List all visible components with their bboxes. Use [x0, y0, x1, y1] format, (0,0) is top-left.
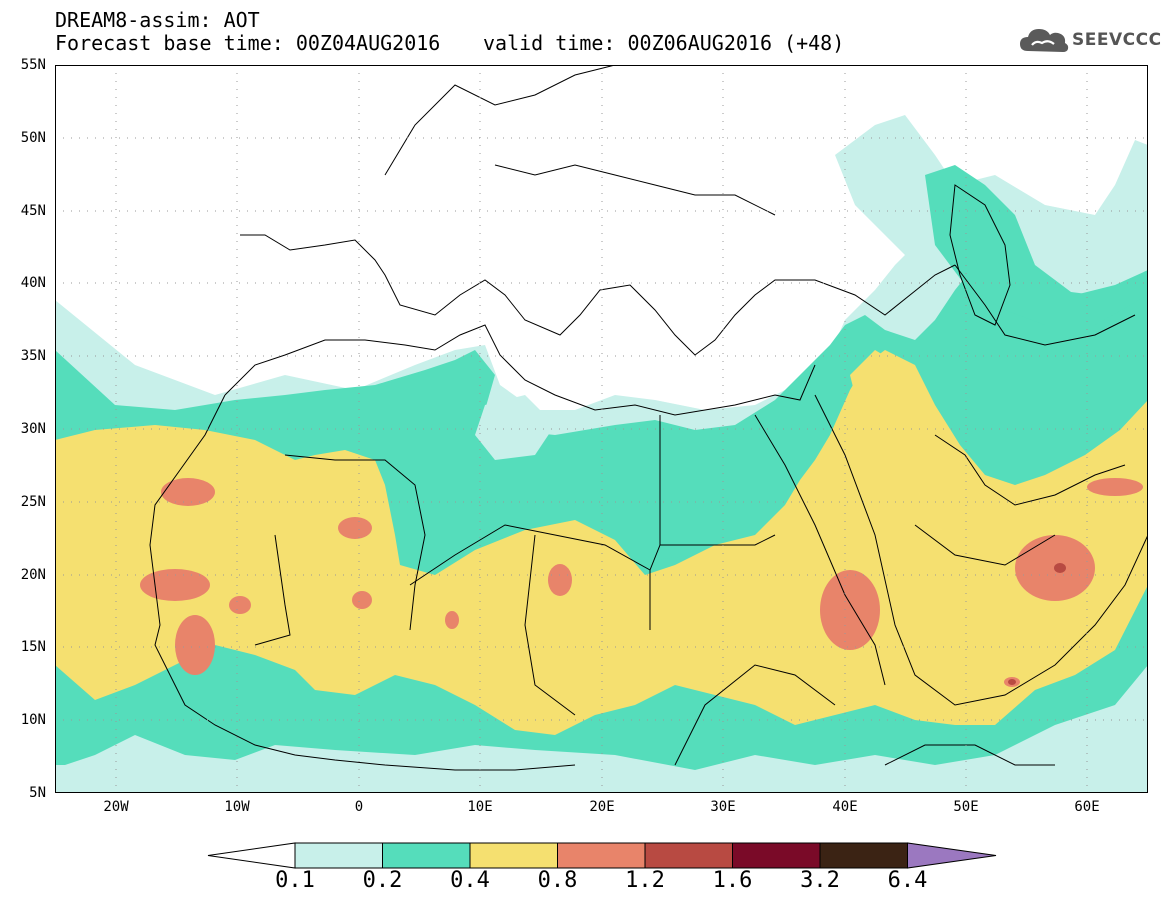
aot-patch-14 — [1008, 679, 1016, 685]
lon-label: 0 — [354, 799, 364, 815]
border-9 — [384, 65, 616, 176]
border-5 — [524, 534, 576, 716]
lon-label: 10W — [224, 799, 250, 815]
lon-label: 50E — [953, 799, 979, 815]
lon-label: 40E — [832, 799, 858, 815]
aot-band-0.4 — [55, 350, 1148, 735]
valid-time: valid time: 00Z06AUG2016 (+48) — [483, 31, 845, 55]
colorbar-box-4 — [644, 842, 733, 869]
lon-label: 30E — [710, 799, 736, 815]
aot-patch-1 — [161, 478, 215, 506]
map-title-field: DREAM8-assim: AOT — [55, 8, 260, 32]
caspian — [949, 184, 1011, 326]
lat-label: 10N — [20, 712, 46, 728]
colorbar-label: 0.8 — [537, 868, 578, 893]
colorbar-box-2 — [469, 842, 558, 869]
border-10 — [494, 164, 776, 216]
logo-text: SEEVCCC — [1072, 30, 1162, 50]
border-1 — [284, 454, 426, 631]
border-6 — [254, 534, 291, 646]
lat-label: 30N — [20, 421, 46, 437]
aot-patch-5 — [229, 596, 251, 614]
colorbar-label: 3.2 — [800, 868, 840, 893]
coast-red-sea — [754, 414, 886, 686]
seevccc-logo: SEEVCCC — [1018, 22, 1162, 58]
colorbar-over-arrow — [907, 842, 997, 869]
coast-arabia — [814, 394, 1148, 706]
lat-label: 50N — [20, 130, 46, 146]
lat-label: 15N — [20, 639, 46, 655]
lat-label: 45N — [20, 203, 46, 219]
colorbar-label: 6.4 — [887, 868, 928, 893]
colorbar-label: 0.1 — [275, 868, 315, 893]
aot-patch-4 — [175, 615, 215, 675]
lat-label: 35N — [20, 348, 46, 364]
colorbar-box-5 — [732, 842, 821, 869]
colorbar-label: 1.6 — [712, 868, 753, 893]
colorbar-box-3 — [557, 842, 646, 869]
aot-band-0.4-iraq — [850, 350, 915, 425]
map-canvas — [55, 65, 1148, 793]
colorbar-label: 0.4 — [450, 868, 490, 893]
border-8 — [954, 264, 1136, 346]
lat-label: 20N — [20, 567, 46, 583]
coast-gulf — [934, 434, 1126, 506]
lat-label: 25N — [20, 494, 46, 510]
lon-label: 20W — [103, 799, 129, 815]
aot-patch-3 — [140, 569, 210, 601]
aot-map — [55, 65, 1148, 793]
aot-patch-7 — [445, 611, 459, 629]
aot-patch-11 — [1087, 478, 1143, 496]
aot-patch-2 — [338, 517, 372, 539]
colorbar-box-0 — [294, 842, 383, 869]
aot-band-0.2-caspian — [925, 165, 1148, 325]
aot-patch-13 — [1054, 563, 1066, 573]
colorbar-under-arrow — [207, 842, 296, 869]
lon-label: 20E — [589, 799, 615, 815]
colorbar-label: 0.2 — [362, 868, 403, 893]
border-11 — [674, 664, 836, 766]
aot-patch-8 — [548, 564, 572, 596]
colorbar-box-1 — [382, 842, 471, 869]
aot-patch-6 — [352, 591, 372, 609]
colorbar-label: 1.2 — [625, 868, 665, 893]
lon-label: 10E — [467, 799, 493, 815]
lon-label: 60E — [1074, 799, 1100, 815]
aot-patch-9 — [820, 570, 880, 650]
coast-west-africa — [149, 394, 576, 771]
border-4 — [660, 534, 776, 546]
lat-label: 5N — [29, 785, 46, 801]
border-7 — [914, 524, 1056, 566]
forecast-base-time: Forecast base time: 00Z04AUG2016 — [55, 31, 441, 55]
colorbar-box-6 — [819, 842, 908, 869]
border-12 — [884, 744, 1055, 766]
aot-gap-1 — [475, 395, 555, 460]
coast-north-africa — [224, 324, 816, 416]
lat-label: 40N — [20, 275, 46, 291]
coast-europe — [240, 234, 956, 356]
lat-label: 55N — [20, 57, 46, 73]
cloud-icon — [1020, 29, 1069, 52]
